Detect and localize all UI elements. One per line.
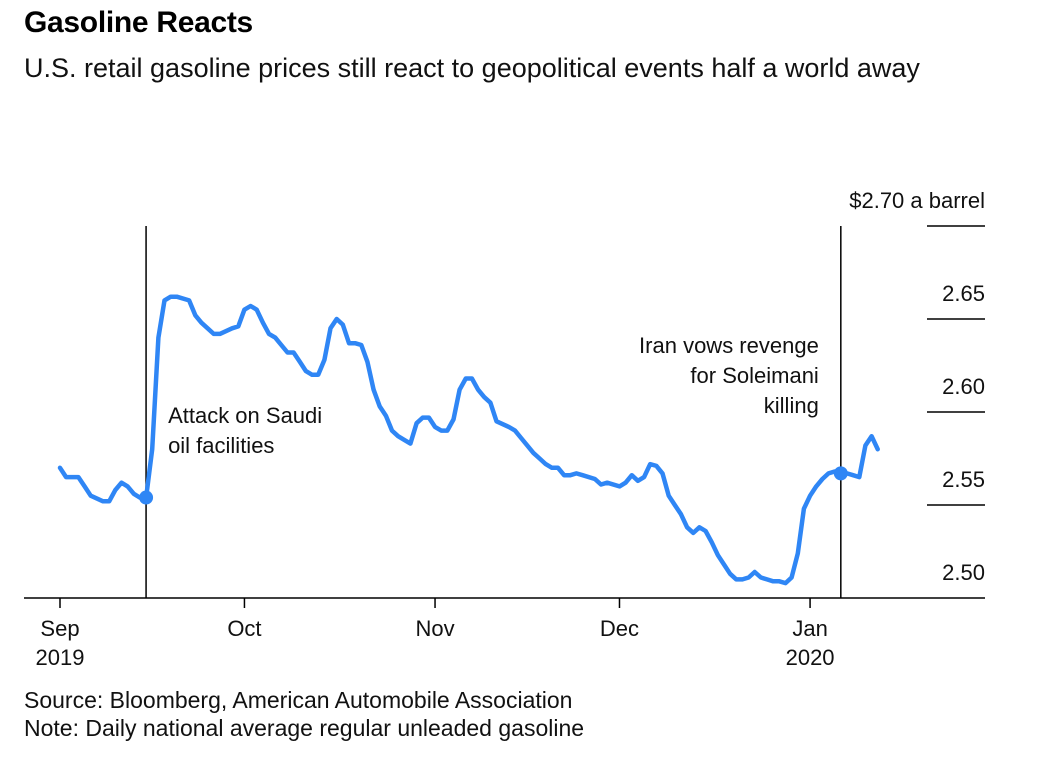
chart-footer: Source: Bloomberg, American Automobile A… [24, 686, 584, 742]
x-tick-label: Nov [415, 616, 454, 641]
x-tick-label: Sep [40, 616, 79, 641]
event-annotation-text: oil facilities [168, 433, 274, 458]
x-tick-label: Dec [600, 616, 639, 641]
event-annotation-text: Attack on Saudi [168, 403, 322, 428]
y-tick-label: 2.60 [942, 374, 985, 399]
event-annotation-text: for Soleimani [690, 363, 818, 388]
x-tick-label: Jan [792, 616, 827, 641]
y-tick-label: 2.55 [942, 467, 985, 492]
event-point [139, 490, 154, 505]
y-tick-label: 2.50 [942, 560, 985, 585]
y-tick-label: $2.70 a barrel [849, 188, 985, 213]
source-note: Source: Bloomberg, American Automobile A… [24, 687, 573, 713]
gasoline-price-line [57, 294, 880, 586]
event-point [833, 466, 848, 481]
x-tick-label: Oct [227, 616, 261, 641]
event-annotation-text: Iran vows revenge [639, 333, 819, 358]
event-annotation-text: killing [764, 393, 819, 418]
data-note: Note: Daily national average regular unl… [24, 715, 585, 741]
chart-subtitle: U.S. retail gasoline prices still react … [24, 53, 920, 83]
x-tick-sublabel: 2019 [36, 645, 85, 670]
x-tick-sublabel: 2020 [786, 645, 835, 670]
chart-title: Gasoline Reacts [24, 6, 253, 39]
y-tick-label: 2.65 [942, 281, 985, 306]
